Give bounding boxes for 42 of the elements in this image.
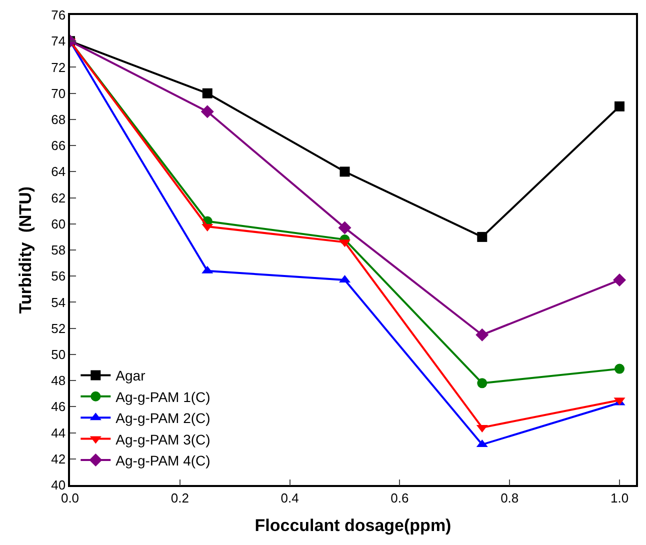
y-tick-label: 64 [51,164,66,180]
x-tick-label: 1.0 [610,490,629,506]
x-tick-label: 0.8 [500,490,519,506]
point [200,105,214,118]
y-tick-label: 40 [51,478,66,493]
y-tick-label: 44 [51,425,66,440]
x-tick-label: 0.0 [60,490,80,506]
y-tick-label: 62 [51,190,66,206]
x-axis-title: Flocculant dosage(ppm) [254,516,452,536]
legend-label: Ag-g-PAM 4(C) [116,452,210,468]
point [613,274,626,287]
y-tick-label: 50 [51,346,66,362]
y-tick-label: 70 [51,86,66,101]
point [614,364,625,374]
point [477,232,488,242]
y-axis-title: Turbidity (NTU) [16,186,36,314]
point [338,221,352,234]
y-tick-label: 74 [51,34,66,49]
x-tick-label: 0.4 [280,490,299,506]
point [477,378,488,388]
y-tick-label: 56 [51,268,66,284]
legend-label: Ag-g-PAM 1(C) [116,388,210,405]
x-tick-label: 0.6 [390,490,409,506]
y-tick-label: 58 [51,242,66,258]
y-tick-label: 76 [51,8,66,23]
legend-label: Ag-g-PAM 2(C) [116,410,210,426]
point [614,101,625,112]
y-tick-label: 66 [51,138,66,154]
y-tick-label: 54 [51,294,66,310]
x-tick-label: 0.2 [170,490,189,506]
y-tick-label: 48 [51,373,66,388]
y-tick-label: 42 [51,451,66,466]
y-tick-label: 68 [51,112,66,127]
y-tick-label: 60 [51,216,66,232]
y-tick-label: 72 [51,60,66,75]
point [340,166,350,177]
y-tick-label: 52 [51,320,66,336]
point [202,88,212,98]
legend-label: Ag-g-PAM 3(C) [116,431,210,448]
point [476,328,489,342]
legend-label: Agar [116,368,146,384]
y-tick-label: 46 [51,399,66,414]
